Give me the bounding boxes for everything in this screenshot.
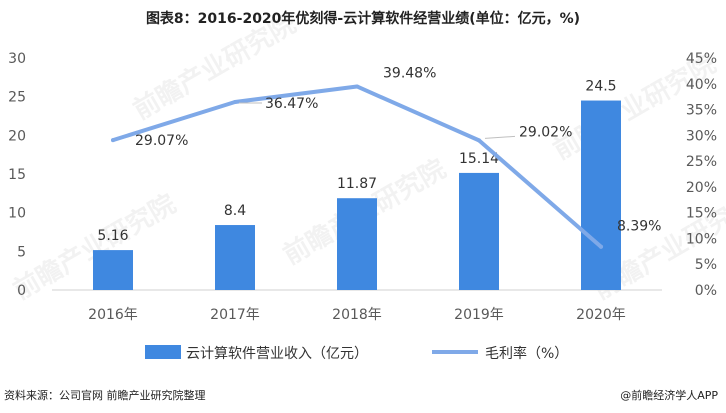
y-left-tick-label: 0 [17,283,26,299]
bar [93,250,133,290]
bar-labels: 5.16 8.4 11.87 15.14 24.5 [97,79,616,245]
legend-bar-swatch [145,345,181,359]
y-left-tick-label: 30 [8,51,26,67]
y-right-tick-label: 15% [686,206,717,222]
line-value-label: 29.07% [135,133,188,149]
y-right-tick-label: 40% [686,77,717,93]
left-axis: 0 5 10 15 20 25 30 [8,51,26,299]
x-tick-label: 2018年 [332,307,382,323]
label-leader-line [484,135,516,139]
bar [337,198,377,290]
bar-value-label: 15.14 [459,151,499,167]
y-right-tick-label: 10% [686,231,717,247]
credit-text: @前瞻经济学人APP [620,389,718,402]
y-left-tick-label: 5 [17,244,26,260]
y-right-tick-label: 25% [686,154,717,170]
line-value-label: 29.02% [519,124,572,140]
y-right-tick-label: 45% [686,51,717,67]
y-right-tick-label: 35% [686,103,717,119]
x-tick-label: 2017年 [210,307,260,323]
line-series: 29.07% 36.47% 39.48% 29.02% 8.39% [111,65,661,249]
chart-title: 图表8：2016-2020年优刻得-云计算软件经营业绩(单位：亿元，%) [145,11,581,27]
line-value-label: 36.47% [265,96,318,112]
bar-value-label: 11.87 [337,176,377,192]
bar [459,172,499,290]
line-point [477,138,481,143]
y-left-tick-label: 15 [8,167,26,183]
line-point [111,138,115,143]
x-tick-label: 2020年 [576,307,626,323]
y-right-tick-label: 30% [686,128,717,144]
legend: 云计算软件营业收入（亿元） 毛利率（%） [145,345,568,362]
bar-value-label: 24.5 [585,79,616,95]
y-left-tick-label: 20 [8,128,26,144]
line-point [233,99,237,104]
legend-bar-label: 云计算软件营业收入（亿元） [186,346,368,362]
y-left-tick-label: 25 [8,90,26,106]
line-value-label: 39.48% [383,65,436,81]
x-tick-label: 2016年 [88,307,138,323]
bar-value-label: 8.4 [224,203,246,219]
bar [215,225,255,290]
line-point [599,244,603,249]
right-axis: 0% 5% 10% 15% 20% 25% 30% 35% 40% 45% [686,51,717,299]
y-right-tick-label: 0% [695,283,717,299]
line-point [355,84,359,89]
footer: 资料来源：公司官网 前瞻产业研究院整理 @前瞻经济学人APP [0,381,726,413]
y-right-tick-label: 20% [686,180,717,196]
line-value-label: 8.39% [617,219,661,235]
source-text: 资料来源：公司官网 前瞻产业研究院整理 [4,389,206,402]
x-tick-label: 2019年 [454,307,504,323]
y-left-tick-label: 10 [8,206,26,222]
bar [581,100,621,291]
y-right-tick-label: 5% [695,257,717,273]
bar-series [93,100,621,291]
bar-value-label: 5.16 [97,228,128,244]
legend-line-label: 毛利率（%） [485,345,568,362]
x-axis: 2016年 2017年 2018年 2019年 2020年 [88,307,626,323]
